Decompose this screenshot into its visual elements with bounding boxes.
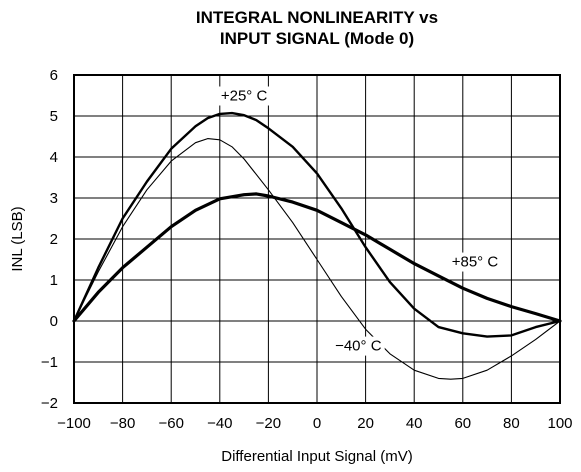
x-tick-label: 20: [357, 415, 374, 432]
curve-annotation: −40° C: [335, 338, 382, 355]
x-tick-label: −100: [57, 415, 91, 432]
y-tick-label: 2: [50, 231, 58, 248]
curve-annotation: +25° C: [221, 88, 268, 105]
annotations: +25° C +85° C −40° C: [217, 86, 502, 356]
x-axis-label: Differential Input Signal (mV): [221, 448, 412, 465]
x-tick-label: −40: [207, 415, 232, 432]
y-tick-label: 6: [50, 67, 58, 84]
y-tick-labels: −2 −1 0 1 2 3 4 5 6: [41, 67, 58, 412]
y-tick-label: 5: [50, 108, 58, 125]
x-tick-labels: −100 −80 −60 −40 −20 0 20 40 60 80 100: [57, 415, 572, 432]
series-line-1: [72, 192, 562, 323]
y-axis-label: INL (LSB): [9, 206, 26, 271]
annotation-background: [332, 336, 385, 356]
series-line-2: [73, 138, 561, 380]
y-tick-label: 3: [50, 190, 58, 207]
y-tick-label: −1: [41, 354, 58, 371]
grid-lines: [74, 75, 560, 403]
series-lines: [72, 111, 562, 380]
chart-title-line-1: INTEGRAL NONLINEARITY vs: [196, 8, 438, 27]
x-tick-label: −80: [110, 415, 135, 432]
x-tick-label: 80: [503, 415, 520, 432]
x-tick-label: 0: [313, 415, 321, 432]
y-tick-label: 4: [50, 149, 58, 166]
series-line-0: [72, 111, 562, 338]
y-tick-label: 1: [50, 272, 58, 289]
annotation-background: [217, 86, 271, 106]
x-tick-label: −20: [256, 415, 281, 432]
x-tick-label: 60: [454, 415, 471, 432]
annotation-background: [448, 252, 502, 272]
x-tick-label: 40: [406, 415, 423, 432]
y-tick-label: 0: [50, 313, 58, 330]
plot-frame: [73, 74, 561, 404]
curve-annotation: +85° C: [452, 254, 499, 271]
x-tick-label: 100: [547, 415, 572, 432]
x-tick-label: −60: [158, 415, 183, 432]
y-tick-label: −2: [41, 395, 58, 412]
chart-title-line-2: INPUT SIGNAL (Mode 0): [220, 29, 414, 48]
